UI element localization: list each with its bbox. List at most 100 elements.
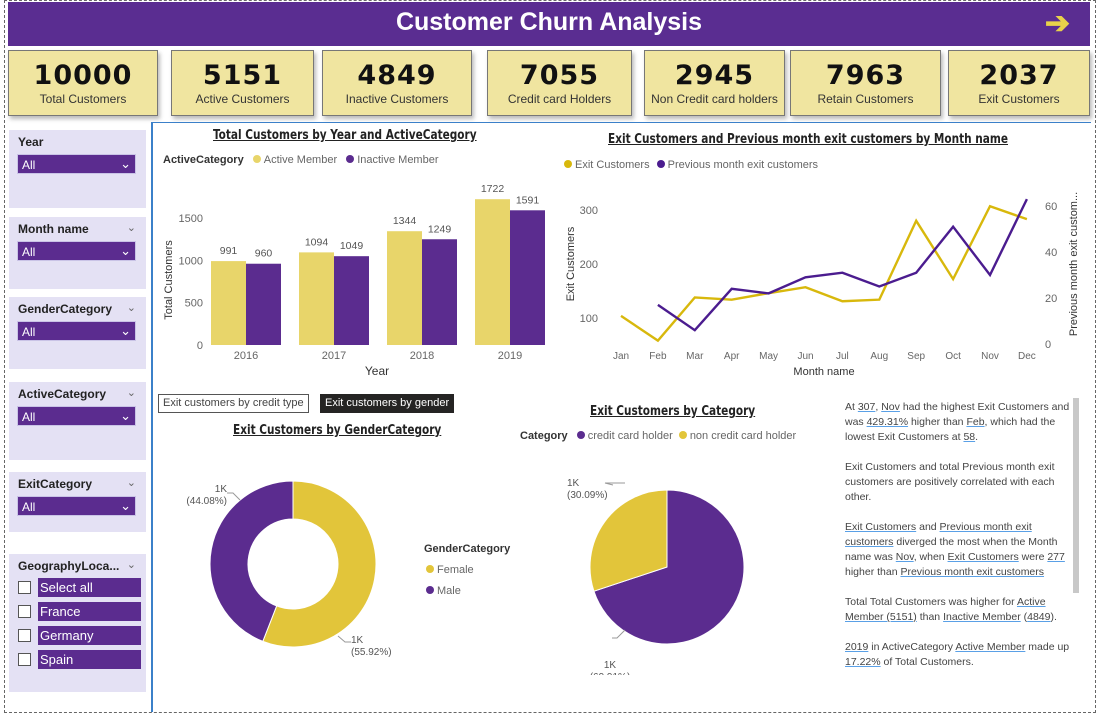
bar[interactable] [334,256,369,345]
kpi-value: 4849 [357,60,437,91]
pie-chart-title: Exit Customers by Category [590,404,756,419]
chevron-down-icon[interactable]: ⌄ [126,221,136,234]
line-chart: 100 200 300 0 20 40 60 Exit Customers Previous m… [565,192,1080,378]
insight-link[interactable]: 17.22% [845,656,881,668]
line-chart-legend: Exit Customers Previous month exit custo… [558,159,818,171]
leader-line [612,629,626,639]
slicer-title: Year [18,135,44,149]
slicer-title: ActiveCategory [18,387,107,401]
insight-link[interactable]: Nov [881,401,900,413]
series-line[interactable] [657,198,1028,332]
chevron-down-icon[interactable]: ⌄ [126,301,136,314]
pie-slice[interactable] [589,489,668,592]
insight-text: higher than [845,566,901,578]
slicer-dropdown[interactable]: All ⌄ [17,241,136,261]
x-tick-label: Jul [836,351,849,362]
chevron-down-icon[interactable]: ⌄ [126,558,136,571]
insight-link[interactable]: Previous month exit customers [900,566,1045,578]
legend-item[interactable]: Active Member [263,154,338,166]
pie-slice[interactable] [593,489,745,645]
checkbox[interactable] [18,652,31,666]
insight-link[interactable]: 307 [857,401,876,413]
insight-link[interactable]: Nov [895,551,914,563]
arrow-right-icon[interactable]: ➔ [1044,7,1070,40]
y2-tick-label: 20 [1045,293,1057,305]
bar[interactable] [299,252,334,345]
slicer-option[interactable]: France [18,601,146,621]
insight-link[interactable]: Previous month exit customers [845,521,1032,548]
kpi-card: 2037 Exit Customers [948,50,1090,116]
leader-line [227,492,241,501]
y2-tick-label: 40 [1045,247,1057,259]
bar[interactable] [387,231,422,345]
slicer-dropdown[interactable]: All ⌄ [17,496,136,516]
chevron-down-icon[interactable]: ⌄ [126,386,136,399]
legend-item[interactable]: non credit card holder [689,430,797,442]
insight-text: and [916,521,940,533]
leader-line [604,482,625,486]
scrollbar[interactable] [1073,398,1079,593]
kpi-card: 7055 Credit card Holders [487,50,632,116]
slicer-exitcategory: ExitCategory ⌄ All ⌄ [9,472,146,532]
insight-text: , [875,401,882,413]
checkbox[interactable] [18,604,31,618]
dropdown-value: All [22,410,36,424]
legend-item[interactable]: Exit Customers [575,159,650,171]
checkbox[interactable] [18,580,31,594]
insight-link[interactable]: Exit Customers [845,521,917,533]
legend-item[interactable]: Male [437,585,461,597]
insight-text: than [916,611,944,623]
insight-link[interactable]: 4849 [1027,611,1051,623]
kpi-value: 5151 [202,60,283,91]
insight-link[interactable]: Feb [966,416,985,428]
legend-item[interactable]: Female [437,564,474,576]
credit-type-button[interactable]: Exit customers by credit type [158,394,309,413]
slicer-option[interactable]: Select all [18,577,146,597]
insight-link[interactable]: Active Member [955,641,1026,653]
insight-paragraph: Exit Customers and Previous month exit c… [845,520,1073,580]
insight-link[interactable]: (5151) [883,611,917,623]
pie-slice[interactable] [209,480,294,642]
insight-text: higher than [908,416,967,428]
bar[interactable] [211,261,246,345]
bar[interactable] [246,263,281,345]
insight-link[interactable]: Active Member [845,596,1046,623]
legend-dot [576,431,585,439]
slicer-option[interactable]: Germany [18,625,146,645]
kpi-value: 10000 [33,60,133,91]
insight-link[interactable]: 2019 [845,641,869,653]
y-axis-title: Exit Customers [565,226,577,301]
slicer-month-name: Month name ⌄ All ⌄ [9,217,146,289]
y-tick-label: 300 [580,205,598,217]
kpi-label: Exit Customers [978,92,1060,106]
donut-chart-title: Exit Customers by GenderCategory [233,423,442,438]
slicer-title: GeographyLoca... [18,559,120,573]
insight-link[interactable]: 58 [963,431,976,443]
insight-text: , when [913,551,948,563]
dropdown-value: All [22,325,36,339]
bar[interactable] [475,199,510,345]
insight-text: Total Total Customers was higher for [845,596,1017,608]
bar[interactable] [422,239,457,345]
gender-button[interactable]: Exit customers by gender [320,394,455,413]
series-line[interactable] [620,204,1028,343]
y-tick-label: 200 [580,259,598,271]
legend-item[interactable]: credit card holder [587,430,673,442]
insight-link[interactable]: Exit Customers [947,551,1019,563]
checkbox[interactable] [18,628,31,642]
bar[interactable] [510,210,545,345]
slicer-option[interactable]: Spain [18,649,146,669]
pie-slice[interactable] [262,480,377,648]
slicer-dropdown[interactable]: All ⌄ [17,406,136,426]
report-canvas [4,0,1096,713]
insight-link[interactable]: Inactive Member [943,611,1021,623]
chevron-down-icon[interactable]: ⌄ [126,476,136,489]
legend-item[interactable]: Inactive Member [357,154,439,166]
legend-item[interactable]: Previous month exit customers [667,159,819,171]
slicer-dropdown[interactable]: All ⌄ [17,154,136,174]
insight-link[interactable]: 429.31% [866,416,909,428]
x-axis-title: Year [365,364,389,378]
slicer-dropdown[interactable]: All ⌄ [17,321,136,341]
insight-link[interactable]: 277 [1047,551,1065,563]
x-tick-label: Apr [724,351,740,362]
